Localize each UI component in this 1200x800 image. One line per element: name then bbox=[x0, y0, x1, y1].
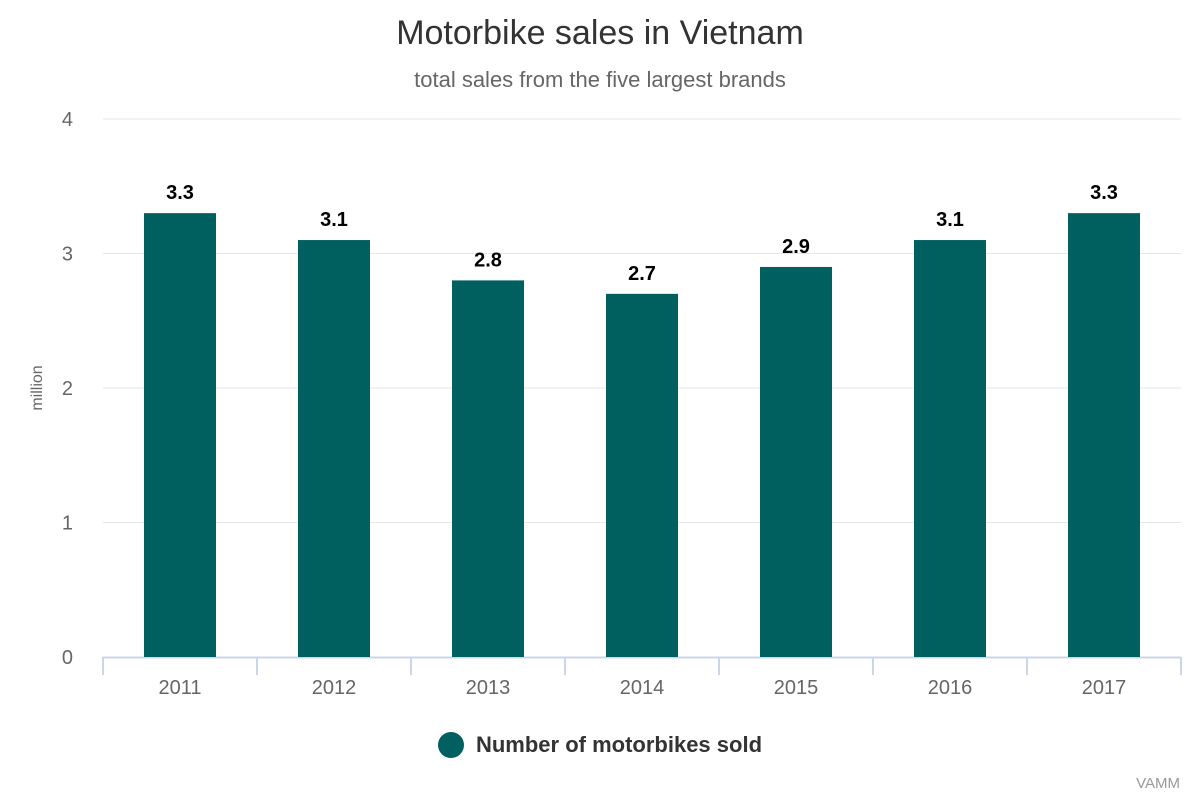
bar bbox=[452, 280, 524, 657]
bar bbox=[914, 240, 986, 658]
x-tick-label: 2012 bbox=[312, 677, 357, 699]
x-tick-label: 2013 bbox=[466, 677, 511, 699]
chart-subtitle: total sales from the five largest brands bbox=[414, 67, 786, 92]
x-tick-label: 2011 bbox=[158, 677, 201, 699]
data-label: 2.7 bbox=[628, 263, 656, 285]
y-tick-label: 2 bbox=[62, 378, 73, 400]
legend[interactable]: Number of motorbikes sold bbox=[0, 732, 1200, 758]
y-axis-label: million bbox=[29, 365, 46, 410]
y-tick-label: 4 bbox=[62, 109, 73, 131]
bar bbox=[298, 240, 370, 658]
x-tick-label: 2016 bbox=[928, 677, 973, 699]
legend-marker bbox=[437, 732, 464, 758]
data-label: 3.3 bbox=[166, 182, 194, 204]
y-tick-label: 1 bbox=[62, 513, 73, 535]
x-tick-label: 2017 bbox=[1082, 677, 1127, 699]
legend-label[interactable]: Number of motorbikes sold bbox=[475, 732, 763, 757]
data-label: 3.1 bbox=[936, 209, 964, 231]
bar bbox=[144, 213, 216, 657]
x-tick-label: 2015 bbox=[774, 677, 819, 699]
data-label: 2.9 bbox=[782, 236, 810, 258]
bar bbox=[760, 266, 832, 657]
data-label: 3.3 bbox=[1090, 182, 1118, 204]
data-label: 2.8 bbox=[474, 249, 502, 271]
chart-title: Motorbike sales in Vietnam bbox=[396, 14, 804, 52]
bar bbox=[606, 293, 678, 657]
credit[interactable]: VAMM bbox=[1136, 775, 1180, 792]
y-tick-label: 0 bbox=[62, 647, 73, 669]
x-tick-label: 2014 bbox=[620, 677, 665, 699]
bar bbox=[1068, 213, 1140, 657]
y-tick-label: 3 bbox=[62, 244, 73, 266]
data-label: 3.1 bbox=[320, 209, 348, 231]
